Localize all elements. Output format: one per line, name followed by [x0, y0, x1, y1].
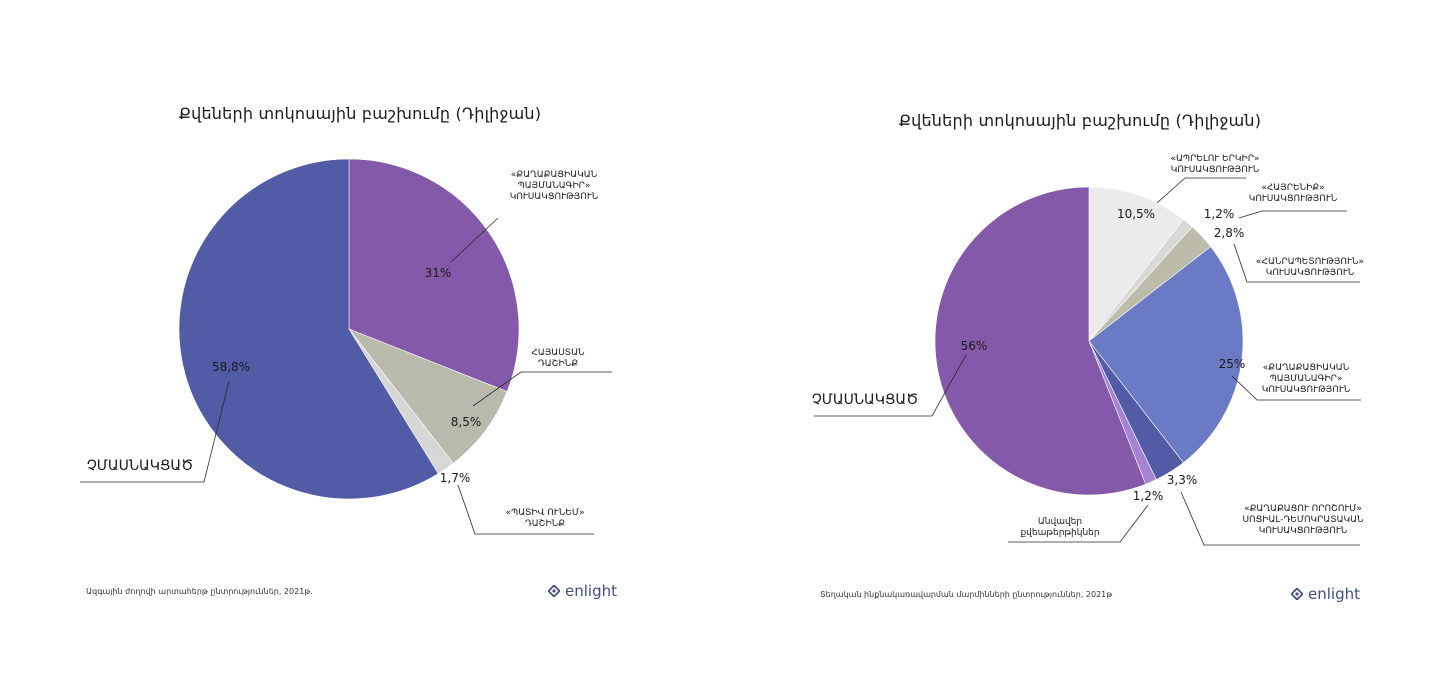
left-slice-4-name-line: ՉՄԱՍՆԱԿՑԱԾ [87, 458, 193, 474]
right-slice-2-name-line: «ՀԱՅՐԵՆԻՔ» [1261, 183, 1324, 193]
right-slice-3-percent-label: 2,8% [1214, 226, 1245, 240]
right-slice-5-name-line: ԿՈՒՍԱԿՑՈՒԹՅՈՒՆ [1259, 526, 1348, 536]
left-slice-3-name-line: «ՊԱՏԻՎ ՈՒՆԵՄ» [505, 508, 584, 518]
right-slice-4-name-line: «ՔԱՂԱՔԱՑԻԱԿԱՆ [1263, 363, 1350, 373]
left-slice-3-leader-line [457, 484, 594, 535]
enlight-logo-icon [548, 585, 560, 597]
right-slice-6-leader-line [1008, 504, 1149, 543]
left-slice-2-name-line: ԴԱՇԻՆՔ [538, 359, 578, 369]
left-slice-2-name-line: ՀԱՅԱՍՏԱՆ [531, 348, 585, 358]
right-pie-slice-4 [1088, 246, 1244, 464]
left-brand-name: enlight [565, 582, 617, 600]
left-slice-1-name-label: «ՔԱՂԱՔԱՑԻԱԿԱՆ ՊԱՅՄԱՆԱԳԻՐ» ԿՈՒՍԱԿՑՈՒԹՅՈՒՆ [510, 170, 599, 202]
left-slice-1-leader-line [450, 217, 499, 263]
right-slice-3-name-label: «ՀԱՆՐԱՊԵՏՈՒԹՅՈՒՆ» ԿՈՒՍԱԿՑՈՒԹՅՈՒՆ [1256, 257, 1364, 278]
left-slice-3-name-label: «ՊԱՏԻՎ ՈՒՆԵՄ» ԴԱՇԻՆՔ [505, 508, 584, 529]
left-slice-1-name-line: «ՔԱՂԱՔԱՑԻԱԿԱՆ [511, 170, 598, 180]
left-chart-title: Քվեների տոկոսային բաշխումը (Դիլիջան) [178, 104, 542, 123]
left-chart-panel: Քվեների տոկոսային բաշխումը (Դիլիջան) 31%… [80, 104, 617, 600]
right-slice-4-name-label: «ՔԱՂԱՔԱՑԻԱԿԱՆ ՊԱՅՄԱՆԱԳԻՐ» ԿՈՒՍԱԿՑՈՒԹՅՈՒՆ [1262, 363, 1351, 395]
right-slice-6-name-label: Անվավեր քվեաթերթիկներ [1020, 517, 1099, 538]
left-slice-3-percent-label: 1,7% [440, 471, 471, 485]
right-slice-6-name-line: Անվավեր [1038, 517, 1082, 527]
right-slice-1-name-label: «ԱՊՐԵԼՈՒ ԵՐԿԻՐ» ԿՈՒՍԱԿՑՈՒԹՅՈՒՆ [1171, 154, 1260, 175]
right-chart-title: Քվեների տոկոսային բաշխումը (Դիլիջան) [898, 111, 1262, 130]
left-pie-slice-4 [178, 158, 439, 500]
right-slice-4-percent-label: 25% [1219, 357, 1246, 371]
right-slice-2-name-label: «ՀԱՅՐԵՆԻՔ» ԿՈՒՍԱԿՑՈՒԹՅՈՒՆ [1249, 183, 1338, 204]
left-slice-4-name-label: ՉՄԱՍՆԱԿՑԱԾ [87, 458, 193, 474]
left-slice-3-name-line: ԴԱՇԻՆՔ [525, 519, 565, 529]
right-pie-slice-1 [1088, 186, 1184, 342]
right-slice-7-leader-line [814, 354, 967, 417]
left-brand-logo: enlight [548, 582, 617, 600]
right-brand-logo: enlight [1291, 585, 1360, 603]
right-slice-2-name-line: ԿՈՒՍԱԿՑՈՒԹՅՈՒՆ [1249, 194, 1338, 204]
enlight-logo-icon [1291, 588, 1303, 600]
left-source-note: Ազգային ժողովի արտահերթ ընտրություններ, … [86, 587, 313, 596]
right-pie-chart: 10,5%«ԱՊՐԵԼՈՒ ԵՐԿԻՐ» ԿՈՒՍԱԿՑՈՒԹՅՈՒՆ1,2%«Հ… [812, 154, 1364, 546]
right-slice-1-leader-line [1156, 177, 1246, 204]
right-slice-3-name-line: ԿՈՒՍԱԿՑՈՒԹՅՈՒՆ [1266, 268, 1355, 278]
right-source-note: Տեղական ինքնակառավարման մարմինների ընտրո… [820, 590, 1113, 599]
left-pie-slice-2 [348, 328, 508, 464]
right-slice-2-percent-label: 1,2% [1204, 207, 1235, 221]
right-slice-4-name-line: ՊԱՅՄԱՆԱԳԻՐ» [1270, 374, 1343, 384]
right-slice-5-name-line: «ՔԱՂԱՔԱՑՈՒ ՈՐՈՇՈՒՄ» [1244, 504, 1362, 514]
left-slice-1-name-line: ԿՈՒՍԱԿՑՈՒԹՅՈՒՆ [510, 192, 599, 202]
left-slice-4-percent-label: 58,8% [212, 360, 250, 374]
right-slice-1-name-line: ԿՈՒՍԱԿՑՈՒԹՅՈՒՆ [1171, 165, 1260, 175]
left-pie-chart: 31% «ՔԱՂԱՔԱՑԻԱԿԱՆ ՊԱՅՄԱՆԱԳԻՐ» ԿՈՒՍԱԿՑՈՒԹՅՈՒ… [80, 158, 612, 535]
right-slice-6-percent-label: 1,2% [1133, 489, 1164, 503]
right-brand-name: enlight [1308, 585, 1360, 603]
right-slice-7-name-line: ՉՄԱՍՆԱԿՑԱԾ [812, 392, 918, 408]
right-slice-1-percent-label: 10,5% [1117, 207, 1155, 221]
right-slice-3-leader-line [1233, 243, 1360, 283]
right-pie-slice-7 [934, 186, 1147, 496]
left-slice-4-leader-line [80, 380, 230, 483]
right-chart-panel: Քվեների տոկոսային բաշխումը (Դիլիջան) 10,… [720, 0, 1440, 680]
right-slice-5-percent-label: 3,3% [1167, 473, 1198, 487]
left-slice-2-leader-line [472, 371, 612, 407]
left-slice-1-name-line: ՊԱՅՄԱՆԱԳԻՐ» [518, 181, 591, 191]
right-slice-5-name-line: ՍՈՑԻԱԼ-ԴԵՄՈԿՐԱՏԱԿԱՆ [1242, 515, 1364, 525]
left-pie-slice-1 [348, 158, 520, 392]
right-slice-1-name-line: «ԱՊՐԵԼՈՒ ԵՐԿԻՐ» [1171, 154, 1260, 164]
right-slice-2-leader-line [1238, 210, 1347, 219]
left-slice-2-percent-label: 8,5% [451, 415, 482, 429]
right-slice-6-name-line: քվեաթերթիկներ [1020, 528, 1099, 538]
right-slice-5-name-label: «ՔԱՂԱՔԱՑՈՒ ՈՐՈՇՈՒՄ» ՍՈՑԻԱԼ-ԴԵՄՈԿՐԱՏԱԿԱՆ ԿՈ… [1242, 504, 1364, 536]
right-slice-4-leader-line [1231, 375, 1361, 401]
right-slice-7-percent-label: 56% [961, 339, 988, 353]
right-slice-5-leader-line [1180, 491, 1360, 546]
right-slice-7-name-label: ՉՄԱՍՆԱԿՑԱԾ [812, 392, 918, 408]
left-slice-1-percent-label: 31% [425, 266, 452, 280]
right-slice-3-name-line: «ՀԱՆՐԱՊԵՏՈՒԹՅՈՒՆ» [1256, 257, 1364, 267]
right-slice-4-name-line: ԿՈՒՍԱԿՑՈՒԹՅՈՒՆ [1262, 385, 1351, 395]
left-slice-2-name-label: ՀԱՅԱՍՏԱՆ ԴԱՇԻՆՔ [531, 348, 585, 369]
